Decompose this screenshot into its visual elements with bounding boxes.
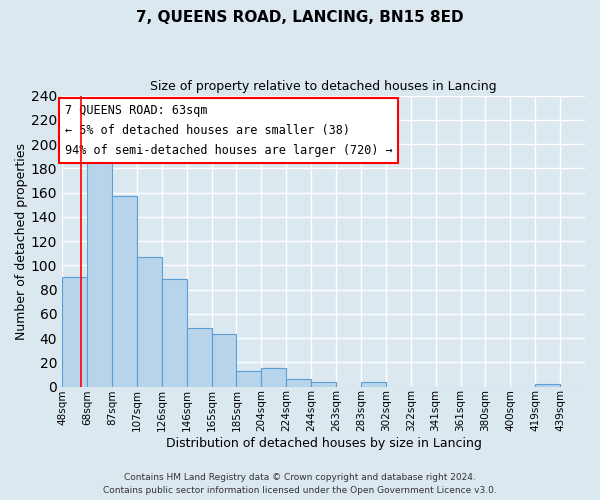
Bar [262,368,286,386]
Bar [87,152,112,386]
Y-axis label: Number of detached properties: Number of detached properties [15,142,28,340]
Bar [361,382,386,386]
Text: 7, QUEENS ROAD, LANCING, BN15 8ED: 7, QUEENS ROAD, LANCING, BN15 8ED [136,10,464,25]
Bar [236,371,262,386]
Title: Size of property relative to detached houses in Lancing: Size of property relative to detached ho… [150,80,497,93]
Bar [112,196,137,386]
Bar [187,328,212,386]
Bar [212,334,236,386]
Bar [311,382,336,386]
Bar [286,380,311,386]
Bar [62,278,87,386]
Text: 7 QUEENS ROAD: 63sqm
← 5% of detached houses are smaller (38)
94% of semi-detach: 7 QUEENS ROAD: 63sqm ← 5% of detached ho… [65,104,392,158]
Bar [162,278,187,386]
Text: Contains HM Land Registry data © Crown copyright and database right 2024.
Contai: Contains HM Land Registry data © Crown c… [103,474,497,495]
Bar [137,257,162,386]
Bar [535,384,560,386]
X-axis label: Distribution of detached houses by size in Lancing: Distribution of detached houses by size … [166,437,482,450]
